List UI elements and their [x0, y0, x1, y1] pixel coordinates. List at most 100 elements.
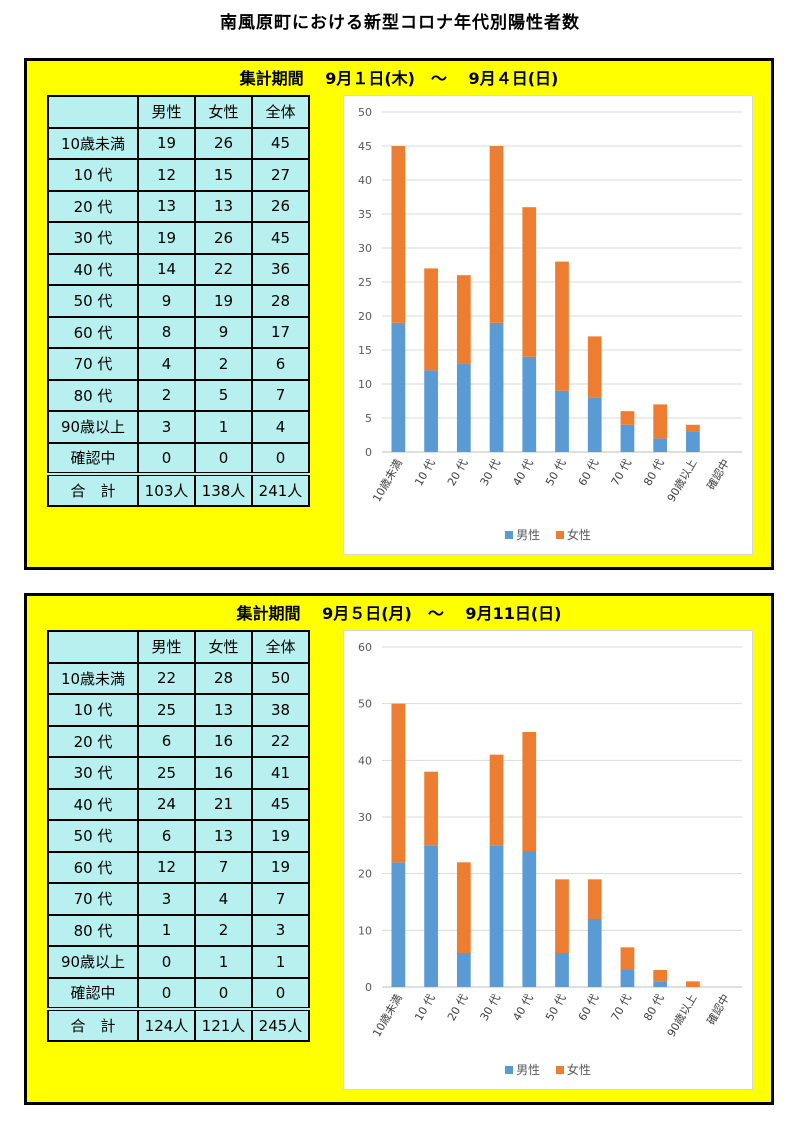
table-row: 10 代 12 15 27: [47, 158, 310, 192]
column-header: 女性: [194, 630, 253, 664]
grand-total: 241人: [251, 472, 310, 507]
male-count: 2: [137, 378, 196, 412]
row-label: 60 代: [47, 850, 139, 884]
y-tick-label: 10: [358, 924, 372, 937]
table-row: 30 代 19 26 45: [47, 221, 310, 255]
legend-swatch-male: [505, 1066, 514, 1074]
female-count: 13: [194, 189, 253, 223]
row-label: 10 代: [47, 693, 139, 727]
x-tick-label: 80 代: [641, 457, 667, 488]
y-tick-label: 0: [365, 446, 372, 459]
male-count: 25: [137, 693, 196, 727]
total-count: 36: [251, 252, 310, 286]
table-row: 確認中 0 0 0: [47, 441, 310, 475]
x-tick-label: 10 代: [412, 457, 438, 488]
bar-male: [686, 431, 700, 452]
table-row: 10歳未満 22 28 50: [47, 661, 310, 695]
total-count: 0: [251, 976, 310, 1010]
y-tick-label: 0: [365, 981, 372, 994]
total-count: 45: [251, 126, 310, 160]
y-tick-label: 5: [365, 412, 372, 425]
row-label: 90歳以上: [47, 945, 139, 979]
total-count: 3: [251, 913, 310, 947]
table-row: 90歳以上 0 1 1: [47, 945, 310, 979]
row-label: 80 代: [47, 913, 139, 947]
x-tick-label: 80 代: [641, 992, 667, 1023]
male-count: 4: [137, 347, 196, 381]
bar-female: [555, 261, 569, 391]
row-label: 40 代: [47, 252, 139, 286]
row-label: 10歳未満: [47, 661, 139, 695]
female-count: 19: [194, 284, 253, 318]
row-label: 90歳以上: [47, 410, 139, 444]
legend-label-male: 男性: [516, 528, 541, 542]
row-label: 70 代: [47, 882, 139, 916]
row-label: 10 代: [47, 158, 139, 192]
male-count: 19: [137, 126, 196, 160]
bar-female: [653, 970, 668, 982]
table-row: 90歳以上 3 1 4: [47, 410, 310, 444]
bar-male: [620, 970, 635, 987]
table-row: 50 代 6 13 19: [47, 819, 310, 853]
bar-female: [489, 146, 504, 323]
x-tick-label: 50 代: [543, 992, 569, 1023]
male-count: 6: [137, 819, 196, 853]
x-tick-label: 10歳未満: [370, 992, 405, 1039]
x-tick-label: 60 代: [576, 457, 602, 488]
male-count: 0: [137, 976, 196, 1010]
x-tick-label: 30 代: [478, 992, 504, 1023]
y-tick-label: 50: [358, 106, 372, 119]
y-tick-label: 30: [358, 242, 372, 255]
x-tick-label: 90歳以上: [665, 457, 700, 504]
x-tick-label: 10歳未満: [370, 457, 405, 504]
chart-area: 0 10 20 30 40 50 60 10歳未満 10 代 20 代 30 代 40 代 50 代 60…: [343, 630, 753, 1090]
total-count: 6: [251, 347, 310, 381]
row-label: 70 代: [47, 347, 139, 381]
legend-swatch-male: [505, 531, 514, 539]
chart-area: 0 5 10 15 20 25 30 35 40 45 50 10歳未満 10 代 20 代 30 代 40 …: [343, 95, 753, 555]
grand-total: 245人: [251, 1007, 310, 1042]
male-count: 12: [137, 158, 196, 192]
female-count: 26: [194, 221, 253, 255]
bar-female: [587, 879, 602, 919]
female-total: 138人: [194, 472, 253, 507]
total-label: 合 計: [47, 472, 139, 507]
legend-label-male: 男性: [516, 1063, 541, 1077]
row-label: 確認中: [47, 976, 139, 1010]
x-tick-label: 40 代: [510, 992, 536, 1023]
female-count: 21: [194, 787, 253, 821]
bar-male: [391, 322, 406, 452]
table-row: 確認中 0 0 0: [47, 976, 310, 1010]
x-tick-label: 50 代: [543, 457, 569, 488]
total-count: 1: [251, 945, 310, 979]
legend-label-female: 女性: [566, 528, 591, 542]
column-header: 女性: [194, 95, 253, 129]
bar-female: [686, 981, 700, 987]
total-count: 0: [251, 441, 310, 475]
total-count: 50: [251, 661, 310, 695]
bar-female: [391, 703, 406, 863]
total-count: 41: [251, 756, 310, 790]
male-count: 25: [137, 756, 196, 790]
y-tick-label: 45: [358, 140, 372, 153]
bar-female: [587, 336, 602, 398]
bar-female: [522, 732, 537, 851]
x-tick-label: 60 代: [576, 992, 602, 1023]
bar-male: [555, 953, 569, 987]
legend-swatch-female: [555, 531, 564, 539]
bar-male: [424, 370, 438, 452]
female-count: 16: [194, 724, 253, 758]
bar-male: [653, 981, 668, 987]
chart-legend: 男性 女性: [344, 1061, 752, 1078]
male-count: 14: [137, 252, 196, 286]
x-tick-label: 確認中: [704, 992, 733, 1028]
table-row: 60 代 8 9 17: [47, 315, 310, 349]
male-count: 19: [137, 221, 196, 255]
bar-female: [620, 411, 635, 425]
period-title: 集計期間 9月５日(月) ～ 9月11日(日): [236, 604, 562, 623]
bar-female: [456, 275, 471, 364]
male-count: 0: [137, 945, 196, 979]
row-label: 確認中: [47, 441, 139, 475]
row-label: 30 代: [47, 221, 139, 255]
